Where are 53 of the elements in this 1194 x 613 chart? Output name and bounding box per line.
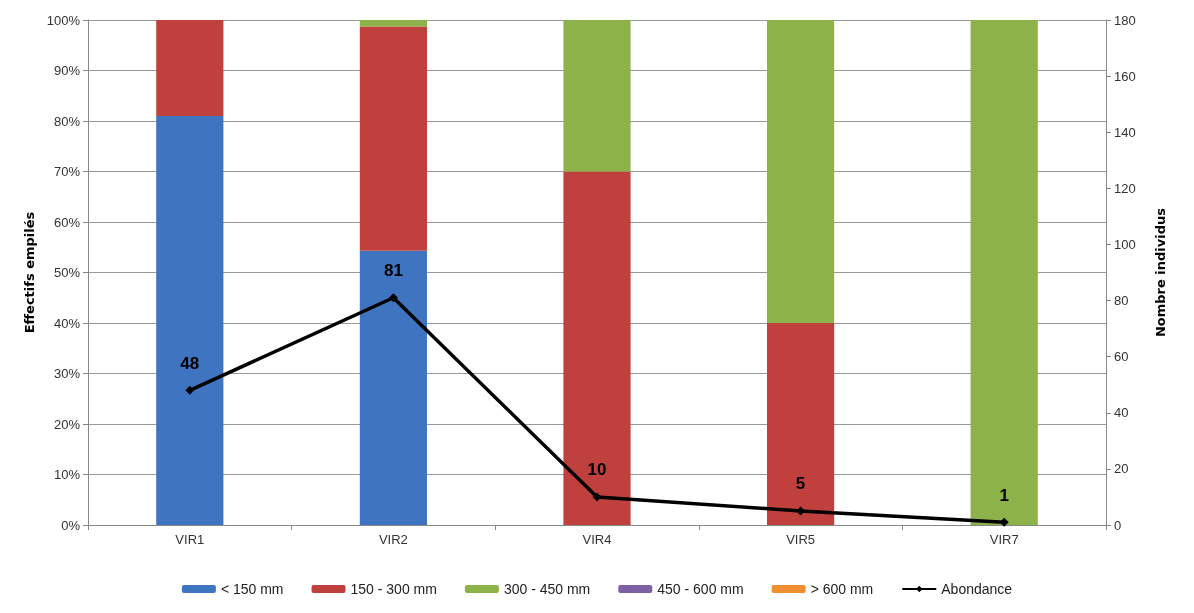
y-tick-label: 70% <box>53 164 81 179</box>
legend-label: 450 - 600 mm <box>657 581 744 597</box>
x-tick-label: VIR1 <box>175 532 205 547</box>
y2-tick-label: 80 <box>1114 293 1129 309</box>
legend-label: Abondance <box>941 581 1013 597</box>
y2-tick-label: 140 <box>1114 124 1136 140</box>
y2-tick-label: 0 <box>1114 517 1122 533</box>
legend-label: 300 - 450 mm <box>503 581 591 597</box>
y-tick-label: 20% <box>53 416 81 432</box>
bar <box>359 20 427 27</box>
x-tick-label: VIR4 <box>582 532 612 547</box>
point <box>185 385 195 395</box>
y-tick-label: 80% <box>53 113 81 129</box>
x-tick-label: VIR2 <box>378 532 408 547</box>
data-label: 81 <box>383 261 403 281</box>
legend-label: < 150 mm <box>220 581 284 597</box>
bar <box>767 323 835 525</box>
bar <box>767 20 835 323</box>
point <box>388 293 398 303</box>
y-tick-label: 60% <box>53 214 81 230</box>
y-tick-label: 100% <box>46 12 81 28</box>
legend-label: > 600 mm <box>810 581 874 597</box>
y2-tick-label: 40 <box>1114 405 1129 421</box>
data-label: 10 <box>587 460 607 480</box>
point <box>999 517 1009 527</box>
bar <box>156 115 224 525</box>
data-label: 1 <box>999 485 1009 505</box>
y2-axis-title: Nombre individus <box>1153 207 1168 338</box>
legend-label: 150 - 300 mm <box>350 581 437 597</box>
bar <box>563 171 631 525</box>
bar <box>563 20 631 172</box>
y2-tick-label: 20 <box>1114 461 1129 477</box>
y-tick-label: 40% <box>53 315 81 331</box>
data-label: 5 <box>795 474 806 494</box>
data-label: 48 <box>180 353 200 373</box>
y2-tick-label: 120 <box>1114 180 1136 196</box>
y-tick-label: 0% <box>61 517 81 533</box>
y-tick-label: 30% <box>53 366 81 381</box>
y2-tick-label: 60 <box>1114 349 1129 365</box>
y2-tick-label: 180 <box>1114 12 1136 28</box>
y-axis-title: Effectifs empilés <box>21 211 37 334</box>
bar <box>359 26 427 251</box>
y-tick-label: 90% <box>53 63 81 78</box>
bar <box>359 250 427 525</box>
y2-tick-label: 160 <box>1114 68 1136 84</box>
bar <box>970 20 1038 525</box>
bar <box>156 20 224 116</box>
y2-tick-label: 100 <box>1114 236 1136 252</box>
point <box>592 492 602 502</box>
y-tick-label: 50% <box>53 265 81 280</box>
x-tick-label: VIR5 <box>786 532 816 547</box>
y-tick-label: 10% <box>53 467 81 482</box>
x-tick-label: VIR7 <box>989 532 1019 547</box>
